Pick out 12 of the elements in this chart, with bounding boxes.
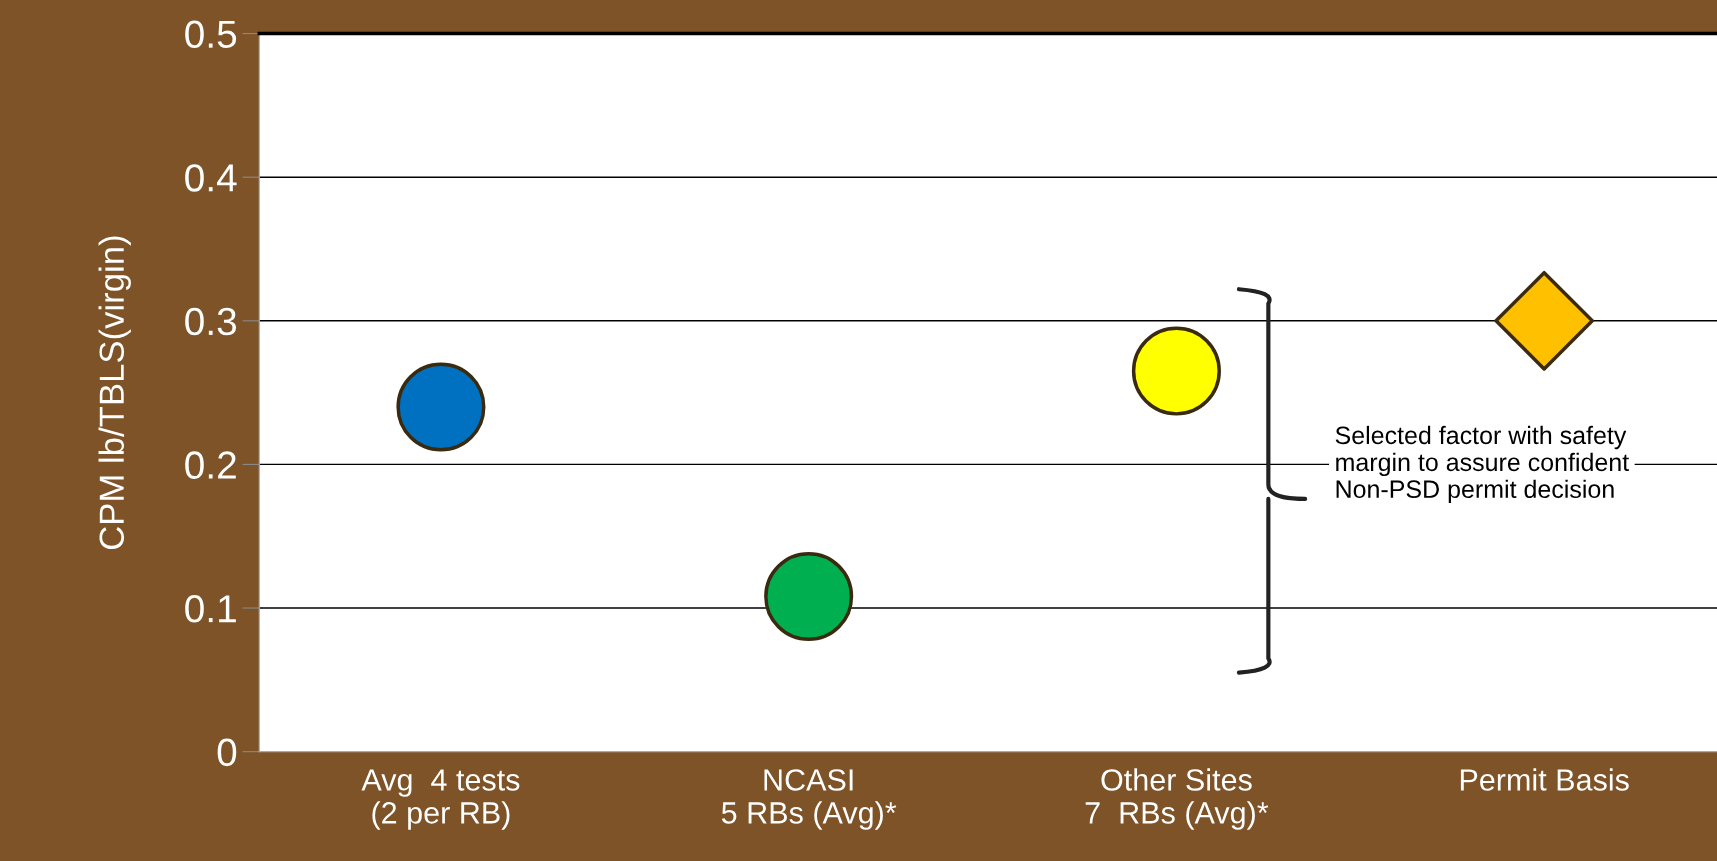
x-tick-label: Permit Basis <box>1460 768 1629 791</box>
y-axis-title: CPM lb/TBLS(virgin) <box>98 236 131 550</box>
y-tick-label: 0.5 <box>185 20 237 49</box>
x-tick-label: NCASI 5 RBs (Avg)* <box>721 769 897 830</box>
y-tick-label: 0.4 <box>185 164 237 192</box>
y-tick-label: 0 <box>217 738 237 767</box>
annotation: Selected factor with safety margin to assure confident Non-PSD permit decision <box>1335 425 1629 503</box>
x-tick-label: Avg 4 tests (2 per RB) <box>361 769 520 830</box>
y-tick-label: 0.3 <box>185 307 237 336</box>
x-tick-label: Other Sites 7 RBs (Avg)* <box>1085 768 1269 830</box>
y-tick-label: 0.2 <box>185 451 236 479</box>
y-tick-label: 0.1 <box>185 594 236 623</box>
